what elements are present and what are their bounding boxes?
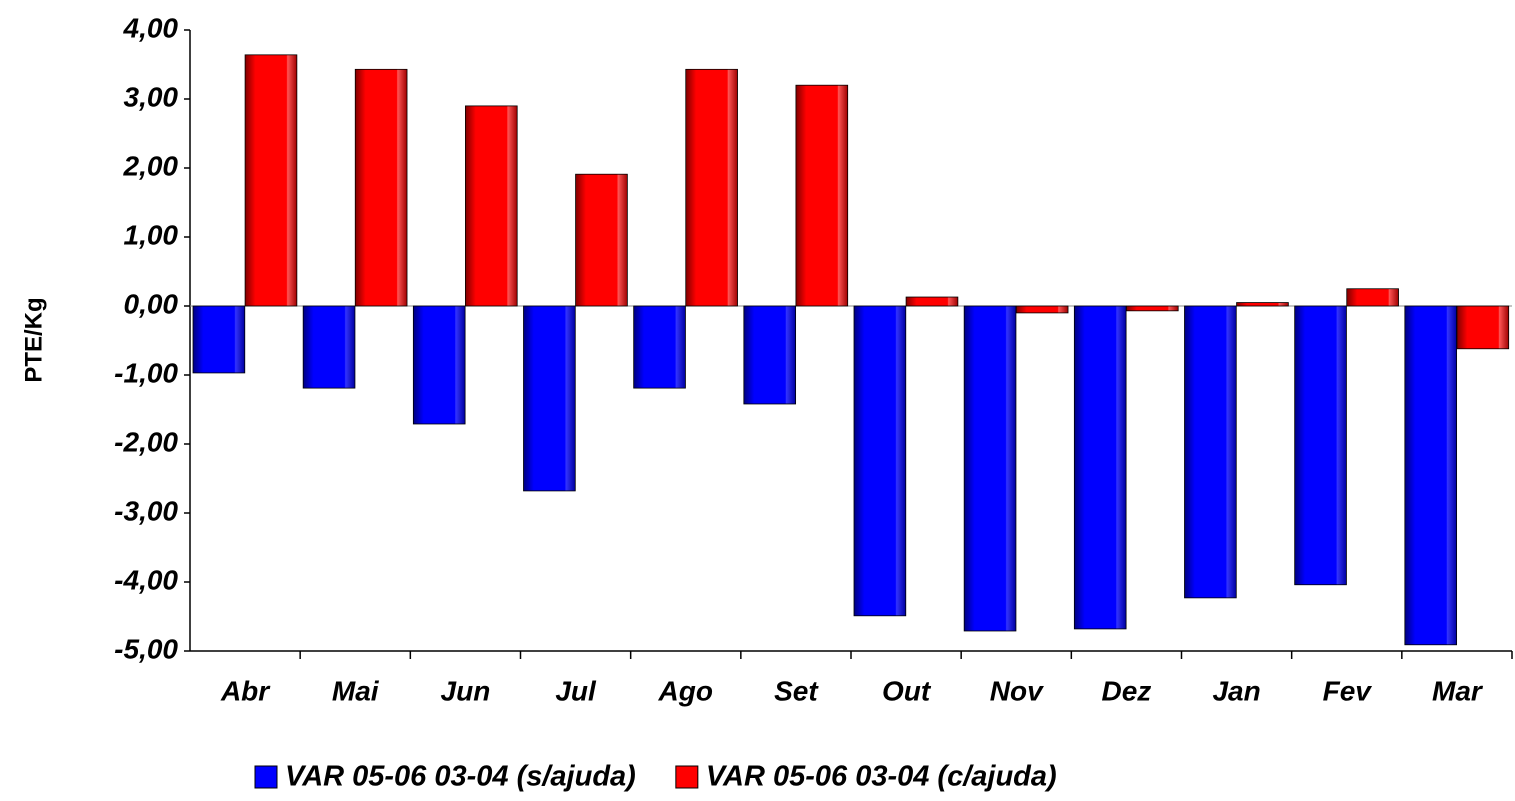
y-tick-label: 2,00 — [123, 150, 179, 181]
x-tick-label: Dez — [1102, 675, 1152, 706]
bar — [354, 68, 408, 307]
bar — [523, 305, 576, 492]
bar — [412, 305, 466, 425]
x-tick-label: Mar — [1432, 675, 1484, 706]
legend-swatch — [675, 765, 699, 789]
x-tick-label: Abr — [220, 675, 271, 706]
x-tick-label: Set — [774, 675, 819, 706]
bar — [1126, 305, 1179, 312]
bar — [302, 305, 356, 389]
bar — [1456, 305, 1510, 350]
bar — [905, 296, 959, 307]
legend-label: VAR 05-06 03-04 (s/ajuda) — [285, 761, 636, 793]
bar — [1346, 288, 1399, 307]
legend-label: VAR 05-06 03-04 (c/ajuda) — [706, 761, 1057, 793]
legend-swatch — [254, 765, 278, 789]
y-tick-label: -3,00 — [114, 495, 178, 526]
bar — [795, 84, 849, 307]
x-tick-label: Jun — [441, 675, 491, 706]
x-tick-label: Nov — [990, 675, 1044, 706]
y-tick-label: -1,00 — [114, 357, 178, 388]
bar — [1404, 305, 1458, 646]
bar — [575, 173, 628, 307]
y-axis-label: PTE/Kg — [20, 297, 47, 382]
y-tick-label: 0,00 — [124, 288, 179, 319]
x-tick-label: Fev — [1323, 675, 1373, 706]
bar — [1184, 305, 1237, 599]
bar — [1073, 305, 1127, 630]
x-tick-label: Mai — [332, 675, 380, 706]
bar — [633, 305, 686, 389]
y-tick-label: -5,00 — [114, 633, 178, 664]
bar — [853, 305, 907, 617]
bar — [963, 305, 1017, 632]
y-tick-label: 3,00 — [124, 81, 179, 112]
bar — [743, 305, 797, 405]
y-tick-label: 1,00 — [124, 219, 179, 250]
bar — [1236, 302, 1289, 307]
y-tick-label: -4,00 — [114, 564, 178, 595]
bar — [685, 68, 738, 307]
bar — [1015, 305, 1069, 314]
x-tick-label: Jul — [555, 675, 597, 706]
y-tick-label: 4,00 — [123, 12, 179, 43]
bar — [192, 305, 246, 374]
x-tick-label: Jan — [1212, 675, 1260, 706]
bar — [244, 54, 298, 307]
bar — [465, 105, 518, 307]
bar — [1294, 305, 1347, 586]
y-tick-label: -2,00 — [114, 426, 178, 457]
x-tick-label: Ago — [658, 675, 713, 706]
x-tick-label: Out — [882, 675, 932, 706]
